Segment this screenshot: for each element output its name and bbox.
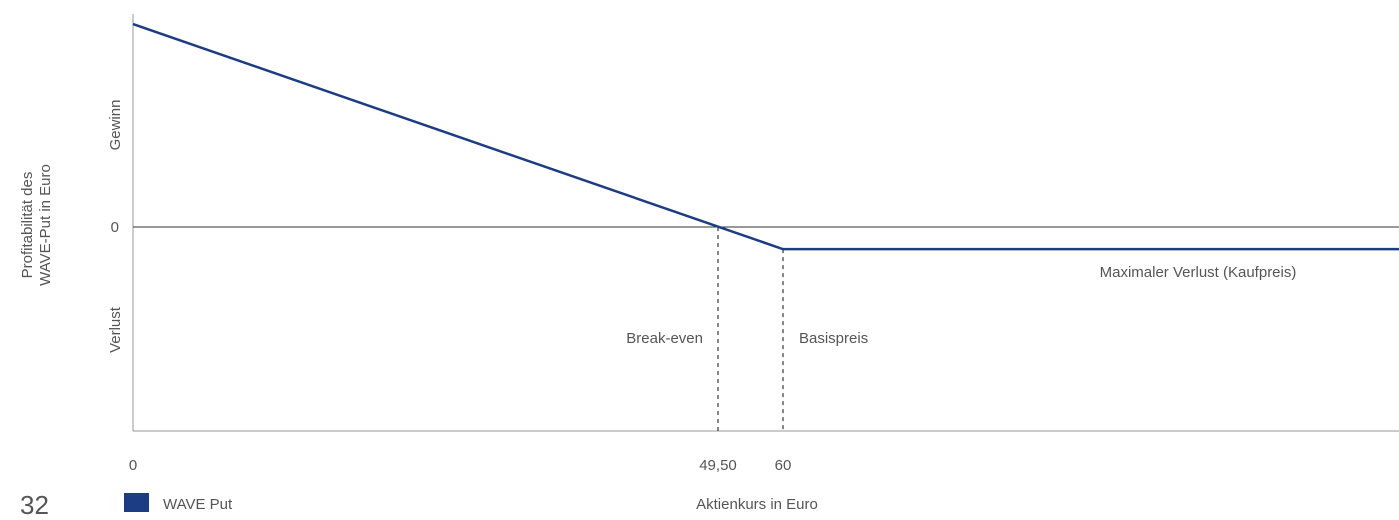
legend-label: WAVE Put xyxy=(163,496,233,512)
y-axis-title-line-2: WAVE-Put in Euro xyxy=(37,164,54,286)
y-axis-title: Profitabilität des WAVE-Put in Euro xyxy=(19,164,54,286)
x-tick-label: 0 xyxy=(129,457,137,474)
x-axis-title: Aktienkurs in Euro xyxy=(696,496,818,512)
reference-line-label-1: Basispreis xyxy=(799,330,868,347)
x-tick-label: 49,50 xyxy=(699,457,737,474)
x-tick-labels: 0 49,50 60 xyxy=(129,457,792,474)
reference-lines: Break-even Basispreis xyxy=(626,227,868,431)
reference-line-label-0: Break-even xyxy=(626,330,703,347)
y-region-label-loss: Verlust xyxy=(107,306,124,353)
series-layer xyxy=(133,24,1399,249)
legend-swatch xyxy=(124,493,149,512)
series-line-wave-put xyxy=(133,24,1399,249)
y-zero-tick-label: 0 xyxy=(111,219,119,236)
y-region-label-gain: Gewinn xyxy=(107,100,124,151)
annotation-max-loss: Maximaler Verlust (Kaufpreis) xyxy=(1100,264,1297,281)
x-tick-label: 60 xyxy=(775,457,792,474)
y-axis-title-line-1: Profitabilität des xyxy=(19,172,36,279)
page-number: 32 xyxy=(20,492,49,518)
